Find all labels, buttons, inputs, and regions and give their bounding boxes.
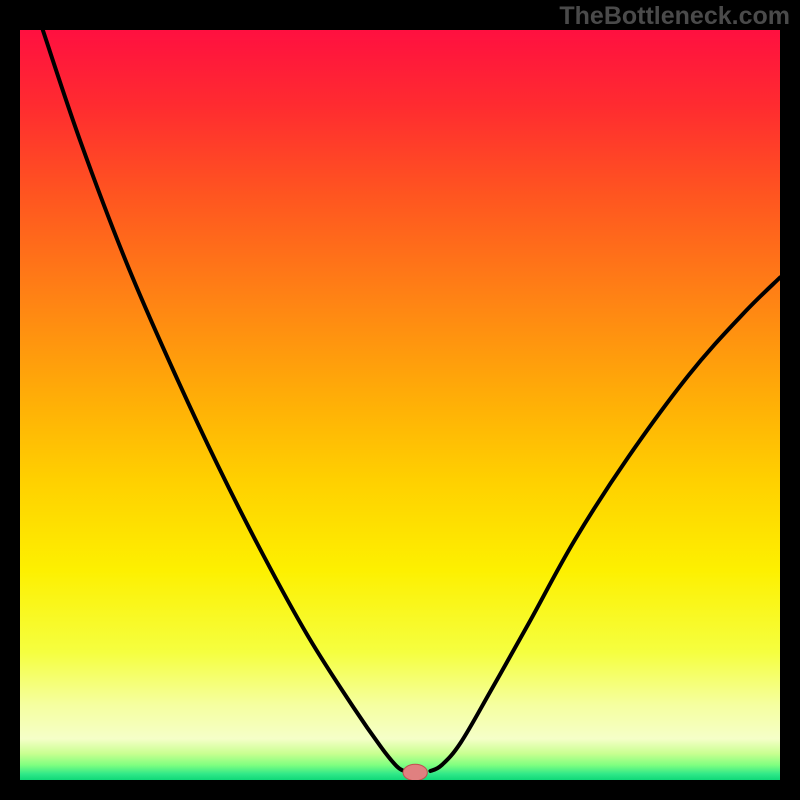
curve-right-branch [430, 278, 780, 772]
bottleneck-curve [20, 30, 780, 780]
curve-left-branch [43, 30, 404, 771]
optimum-marker [403, 764, 427, 780]
watermark-text: TheBottleneck.com [559, 2, 790, 31]
plot-area [20, 30, 780, 780]
chart-frame: TheBottleneck.com [0, 0, 800, 800]
